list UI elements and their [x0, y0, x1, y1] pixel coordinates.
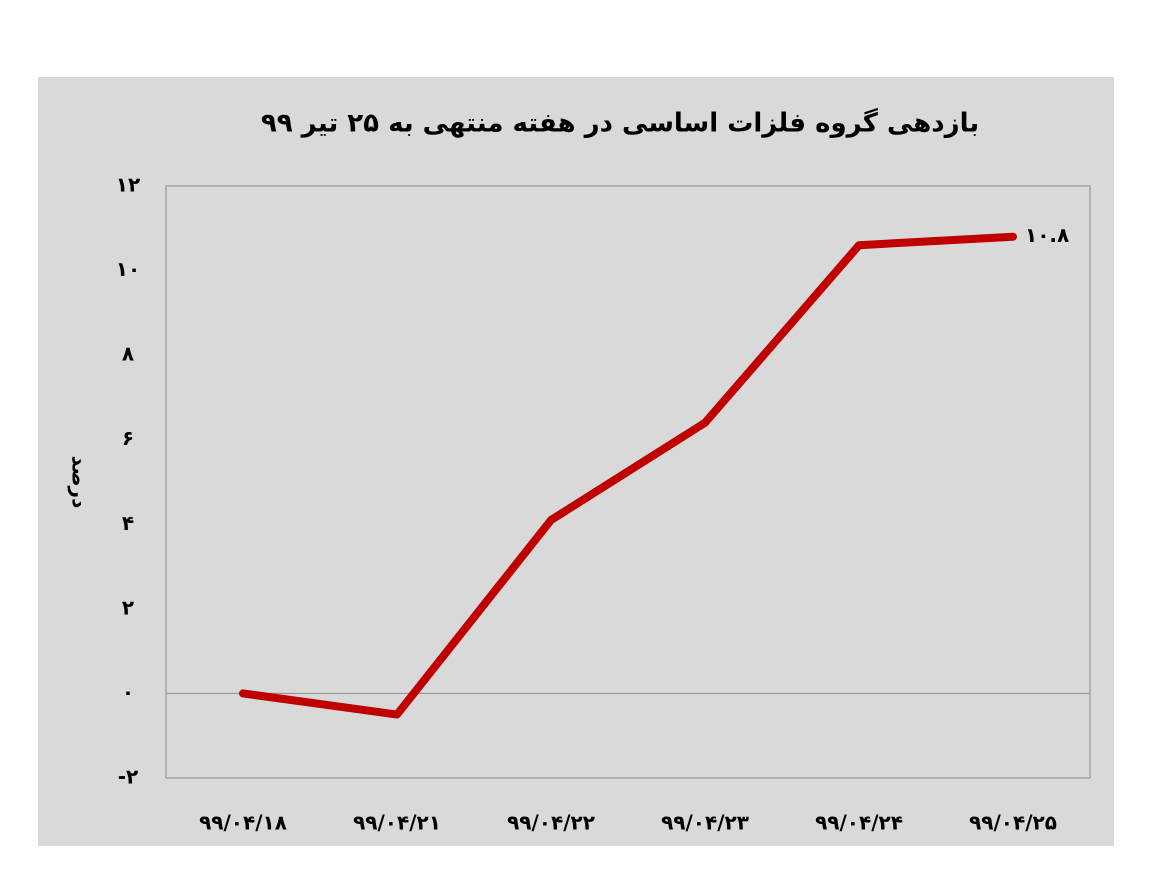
x-tick-label: ۹۹/۰۴/۲۳	[661, 811, 749, 835]
x-tick-label: ۹۹/۰۴/۱۸	[199, 811, 287, 835]
data-label: ۱۰.۸	[1025, 223, 1069, 247]
line	[239, 232, 1017, 719]
y-tick-label: -۲	[118, 765, 139, 789]
y-tick-label: ۱۰	[116, 257, 140, 281]
chart-title: بازدهی گروه فلزات اساسی در هفته منتهی به…	[261, 108, 979, 139]
y-tick-label: ۲	[122, 595, 134, 619]
y-tick-label: ۴	[122, 511, 134, 535]
y-axis-label: درصد	[68, 456, 92, 509]
x-tick-label: ۹۹/۰۴/۲۴	[815, 811, 903, 835]
x-tick-label: ۹۹/۰۴/۲۲	[507, 811, 595, 835]
y-tick-label: ۰	[122, 680, 134, 704]
x-tick-label: ۹۹/۰۴/۲۵	[969, 811, 1057, 835]
y-tick-label: ۱۲	[116, 173, 140, 197]
y-tick-label: ۶	[122, 426, 134, 450]
plot-area	[165, 185, 1091, 779]
y-tick-label: ۸	[122, 342, 134, 366]
x-tick-label: ۹۹/۰۴/۲۱	[353, 811, 441, 835]
